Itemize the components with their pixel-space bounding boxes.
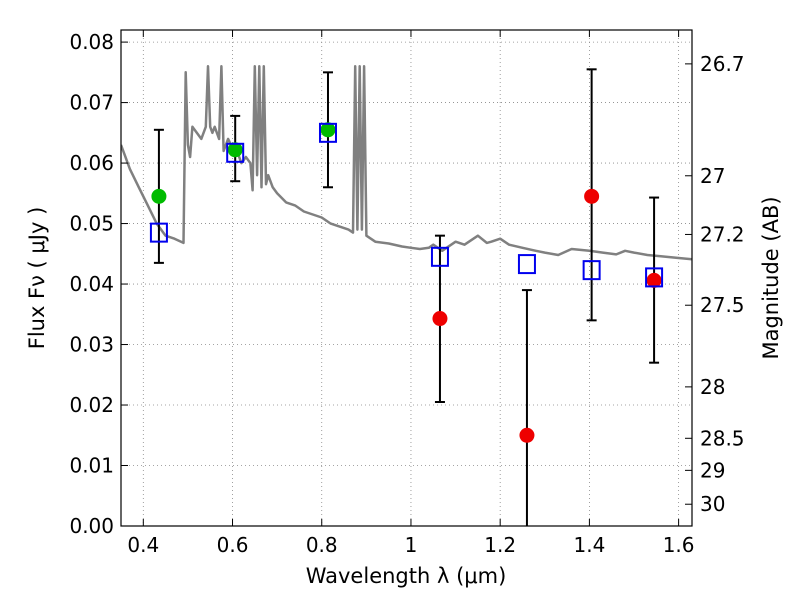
model-band-flux-square-marker (149, 222, 168, 243)
model-sed-curve (121, 65, 692, 261)
model-band-flux-square-marker (226, 142, 245, 163)
model-sed-layer (121, 65, 692, 261)
y-tick-label: 0.06 (69, 151, 114, 175)
x-tick-label: 1.2 (484, 533, 516, 557)
y-tick-label: 0.02 (69, 393, 114, 417)
near-ir-measurements-point (584, 188, 600, 204)
y-tick-label: 0.05 (69, 212, 114, 236)
x-axis-title: Wavelength λ (μm) (306, 564, 507, 588)
marker-layer (149, 122, 664, 443)
y2-axis-title: Magnitude (AB) (759, 196, 783, 359)
x-tick-label: 0.6 (217, 533, 249, 557)
x-tick-label: 1.4 (573, 533, 605, 557)
grid-lines (121, 30, 692, 526)
optical-detections-point (320, 122, 336, 138)
magnitude-tick-label: 28 (700, 375, 725, 399)
y-axis-title: Flux Fν ( μJy ) (25, 207, 49, 350)
magnitude-tick-label: 30 (700, 492, 725, 516)
y-tick-label: 0.03 (69, 333, 114, 357)
x-tick-label: 1 (405, 533, 418, 557)
model-band-flux-square-marker (430, 246, 449, 267)
near-ir-measurements-point (432, 311, 448, 327)
optical-detections-point (151, 188, 167, 204)
optical-detections-point (227, 142, 243, 158)
y-tick-label: 0.01 (69, 454, 114, 478)
near-ir-measurements-point (646, 272, 662, 288)
x-tick-label: 0.8 (306, 533, 338, 557)
tick-layer: 0.4 0.6 0.8 1 1.2 1.4 1.6 0.00 0.01 0.02 0.03 0.04 0… (69, 30, 745, 557)
y-tick-label: 0.08 (69, 30, 114, 54)
model-band-flux-square-marker (517, 254, 536, 275)
magnitude-tick-label: 27.2 (700, 222, 745, 246)
plot-frame (120, 29, 693, 527)
y-tick-label: 0.00 (69, 514, 114, 538)
y-tick-label: 0.07 (69, 91, 114, 115)
magnitude-tick-label: 28.5 (700, 426, 745, 450)
x-tick-label: 1.6 (663, 533, 695, 557)
magnitude-tick-label: 29 (700, 458, 725, 482)
x-tick-label: 0.4 (127, 533, 159, 557)
model-band-flux-square-marker (318, 122, 337, 143)
near-ir-measurements-point (519, 427, 535, 443)
y-tick-label: 0.04 (69, 272, 114, 296)
error-bar-layer (153, 68, 660, 526)
magnitude-tick-label: 26.7 (700, 52, 745, 76)
model-band-flux-square-marker (582, 260, 601, 281)
magnitude-tick-label: 27.5 (700, 293, 745, 317)
magnitude-tick-label: 27 (700, 164, 725, 188)
model-band-flux-square-marker (645, 267, 664, 288)
